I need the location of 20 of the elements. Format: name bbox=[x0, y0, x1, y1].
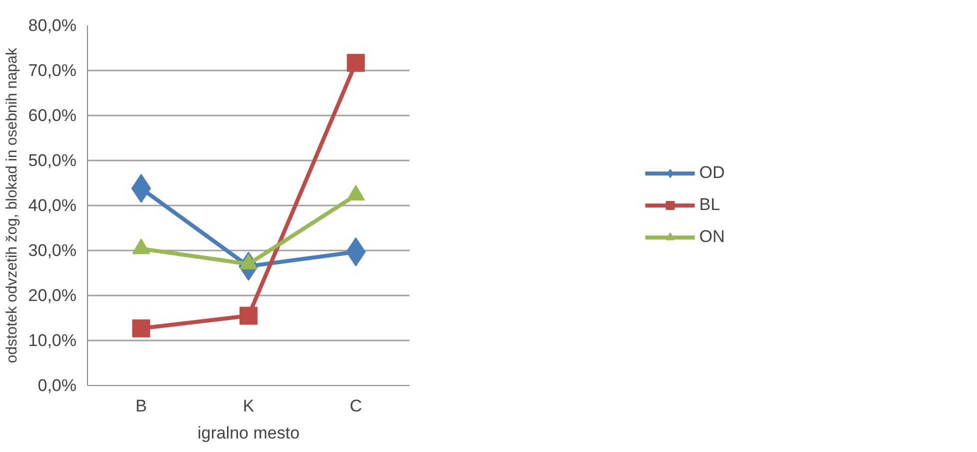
x-axis-title: igralno mesto bbox=[197, 424, 300, 442]
point bbox=[240, 306, 258, 325]
x-tick-label: B bbox=[135, 396, 147, 416]
point bbox=[132, 319, 150, 338]
y-axis-title: odstotek odvzetih žog, blokad in osebnih napak bbox=[3, 47, 20, 364]
x-tick-label: C bbox=[350, 396, 362, 416]
y-tick-label: 10,0% bbox=[28, 331, 76, 350]
legend-label: ON bbox=[699, 227, 725, 247]
point bbox=[346, 54, 365, 72]
y-tick-label: 30,0% bbox=[28, 241, 76, 260]
y-tick-label: 70,0% bbox=[28, 61, 76, 80]
y-tick-label: 20,0% bbox=[28, 286, 76, 305]
y-tick-label: 50,0% bbox=[28, 151, 76, 170]
y-tick-label: 40,0% bbox=[28, 196, 76, 215]
legend-label: OD bbox=[699, 163, 725, 183]
x-tick-label: K bbox=[242, 396, 255, 416]
y-tick-label: 80,0% bbox=[28, 16, 76, 35]
y-tick-label: 60,0% bbox=[28, 106, 76, 125]
legend-label: BL bbox=[699, 195, 720, 215]
y-tick-label: 0,0% bbox=[38, 376, 76, 395]
